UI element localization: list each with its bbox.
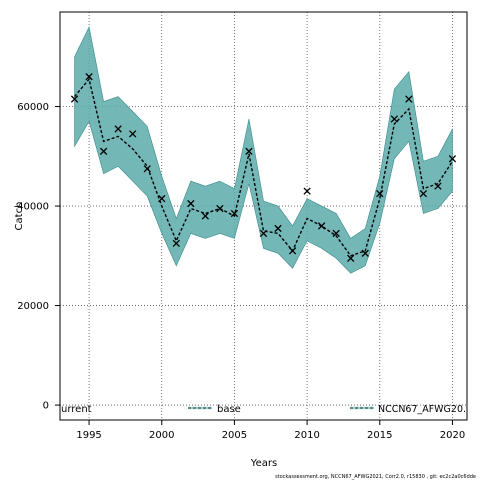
marker-current-2006	[245, 147, 253, 155]
marker-current-2010	[303, 187, 311, 195]
y-axis-title: Catch	[14, 202, 25, 231]
marker-current-1997	[114, 125, 122, 133]
marker-stroke-b	[390, 115, 398, 123]
marker-stroke-b	[158, 194, 166, 203]
x-tick-label-2010: 2010	[294, 430, 319, 441]
marker-stroke-b	[230, 209, 239, 218]
marker-current-2014	[361, 249, 369, 257]
legend-label-base: base	[217, 404, 241, 415]
marker-stroke-b	[201, 212, 210, 220]
x-axis-title: Years	[250, 458, 277, 469]
x-tick-label-2000: 2000	[149, 430, 174, 441]
marker-stroke-b	[114, 125, 122, 133]
marker-current-2017	[405, 95, 413, 103]
marker-current-2013	[347, 254, 355, 262]
x-tick-label-2015: 2015	[367, 430, 392, 441]
marker-stroke-b	[85, 73, 93, 81]
marker-current-2000	[158, 194, 166, 203]
footer-credit: stockassessment.org, NCCN67_AFWG2021, Co…	[275, 474, 476, 480]
marker-stroke-b	[143, 165, 151, 173]
marker-current-1998	[129, 130, 137, 138]
y-tick-label-60000: 60000	[17, 102, 49, 113]
confidence-band-layer	[74, 25, 453, 274]
marker-stroke-b	[70, 95, 79, 103]
x-tick-label-2020: 2020	[440, 430, 465, 441]
marker-stroke-b	[419, 189, 428, 198]
marker-current-2016	[390, 115, 398, 123]
marker-stroke-b	[317, 222, 326, 230]
marker-stroke-b	[347, 254, 355, 262]
plot-frame	[59, 11, 468, 421]
confidence-band-nccn67	[74, 25, 453, 274]
x-tick-label-2005: 2005	[222, 430, 247, 441]
y-tick-label-40000: 40000	[17, 202, 49, 213]
legend-label-current: urrent	[61, 404, 92, 415]
marker-current-2012	[332, 229, 340, 238]
marker-stroke-b	[259, 229, 268, 238]
marker-stroke-b	[172, 239, 180, 248]
marker-stroke-b	[187, 199, 195, 208]
legend-label-nccn67: NCCN67_AFWG20.	[378, 404, 466, 415]
marker-current-2008	[274, 224, 282, 233]
series-lines-layer	[74, 77, 454, 257]
marker-stroke-b	[129, 130, 137, 138]
legend: urrent base NCCN67_AFWG20.	[61, 404, 466, 415]
marker-current-2002	[187, 199, 195, 208]
marker-stroke-b	[376, 189, 384, 198]
marker-current-2003	[201, 212, 210, 220]
x-axis-ticks: 1995 2000 2005 2010 2015 2020	[76, 420, 465, 441]
marker-current-2004	[216, 204, 224, 213]
marker-stroke-b	[245, 147, 253, 155]
marker-stroke-b	[303, 187, 311, 195]
series-line-base	[74, 77, 454, 257]
marker-current-1996	[99, 147, 108, 155]
marker-stroke-b	[448, 155, 457, 163]
marker-current-2005	[230, 209, 239, 218]
marker-current-1994	[70, 95, 79, 103]
y-tick-label-0: 0	[43, 401, 49, 412]
marker-current-2011	[317, 222, 326, 230]
marker-stroke-b	[99, 147, 108, 155]
marker-current-2001	[172, 239, 180, 248]
marker-stroke-b	[216, 204, 224, 213]
current-markers-layer	[70, 73, 457, 262]
marker-current-2015	[376, 189, 384, 198]
marker-stroke-b	[274, 224, 282, 233]
marker-stroke-b	[361, 249, 369, 257]
marker-current-1999	[143, 165, 151, 173]
marker-current-2009	[288, 247, 297, 255]
marker-stroke-b	[405, 95, 413, 103]
marker-current-2020	[448, 155, 457, 163]
y-axis-ticks: 0 20000 40000 60000	[17, 102, 60, 412]
marker-current-2007	[259, 229, 268, 238]
marker-stroke-b	[434, 182, 442, 190]
x-tick-label-1995: 1995	[76, 430, 101, 441]
marker-stroke-b	[332, 229, 340, 238]
marker-stroke-b	[288, 247, 297, 255]
y-tick-label-20000: 20000	[17, 301, 49, 312]
marker-current-1995	[85, 73, 93, 81]
marker-current-2019	[434, 182, 442, 190]
marker-current-2018	[419, 189, 428, 198]
